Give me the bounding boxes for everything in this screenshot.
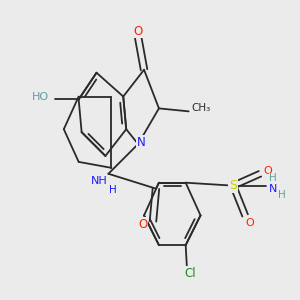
Text: HO: HO [32,92,49,101]
Text: NH: NH [91,176,108,186]
Text: O: O [138,218,147,231]
Text: H: H [109,185,117,195]
Text: S: S [229,179,237,192]
Text: H: H [269,173,277,183]
Text: O: O [245,218,254,228]
Text: CH₃: CH₃ [191,103,210,113]
Text: N: N [137,136,146,149]
Text: N: N [269,184,278,194]
Text: Cl: Cl [184,267,196,280]
Text: O: O [134,25,143,38]
Text: O: O [263,166,272,176]
Text: H: H [278,190,286,200]
